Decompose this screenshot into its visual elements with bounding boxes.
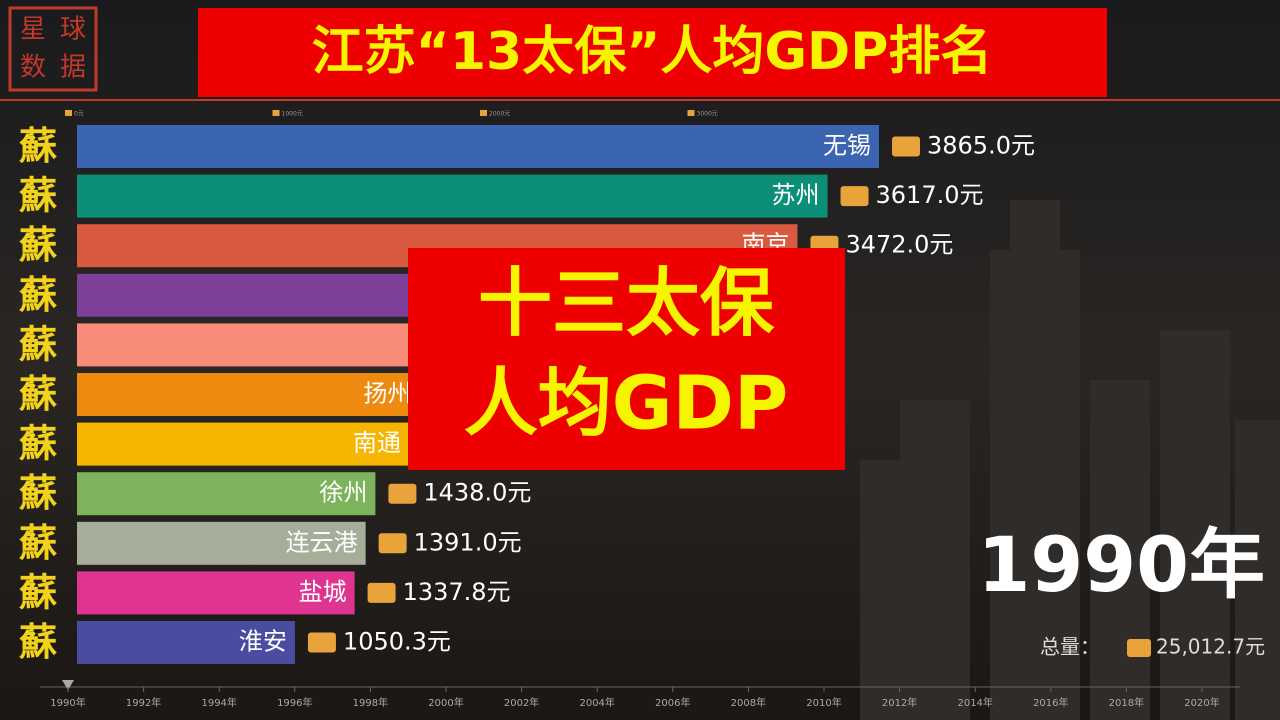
row-icon: 蘇 <box>19 322 57 366</box>
logo-frame <box>8 6 98 92</box>
x-tick <box>480 110 487 116</box>
overlay-text: 十三太保 <box>478 261 775 347</box>
x-tick <box>272 110 280 116</box>
row-icon: 蘇 <box>19 223 57 267</box>
coin-icon <box>367 582 396 603</box>
bar <box>77 571 355 615</box>
value-label: 3865.0元 <box>927 132 1035 160</box>
bar <box>77 125 879 168</box>
bar-label: 盐城 <box>299 578 347 606</box>
bar <box>77 521 366 565</box>
overlay-text: 人均GDP <box>464 361 788 447</box>
bar-label: 徐州 <box>319 479 367 507</box>
value-label: 1337.8元 <box>403 578 511 606</box>
bar <box>77 621 295 664</box>
value-label: 1438.0元 <box>423 479 531 507</box>
timeline-label: 1994年 <box>201 696 236 709</box>
timeline-label: 2008年 <box>731 696 766 709</box>
timeline-label: 2004年 <box>579 696 614 709</box>
value-label: 3617.0元 <box>876 181 984 209</box>
timeline-label: 1998年 <box>353 696 388 709</box>
bar-label: 连云港 <box>286 528 358 556</box>
timeline-label: 2012年 <box>882 696 917 709</box>
timeline-label: 2020年 <box>1184 696 1219 709</box>
logo-char: 星 <box>20 15 46 45</box>
logo-char: 球 <box>60 15 86 45</box>
logo-char: 数 <box>20 53 46 83</box>
total-label: 总量： <box>1040 635 1100 659</box>
skyline <box>860 200 1280 720</box>
timeline-label: 1992年 <box>126 696 161 709</box>
coin-icon <box>307 632 336 653</box>
title-box <box>198 8 1107 97</box>
coin-icon <box>840 186 869 207</box>
coin-icon <box>378 533 407 554</box>
timeline-label: 2000年 <box>428 696 463 709</box>
row-icon: 蘇 <box>19 570 57 614</box>
row-icon: 蘇 <box>19 273 57 317</box>
bar-label: 无锡 <box>823 132 871 160</box>
timeline-label: 2002年 <box>504 696 539 709</box>
coin-icon <box>891 136 920 157</box>
timeline-label: 2010年 <box>806 696 841 709</box>
timeline-label: 2016年 <box>1033 696 1068 709</box>
bar-label: 苏州 <box>772 181 820 209</box>
row-icon: 蘇 <box>19 471 57 515</box>
x-tick-label: 0元 <box>74 111 84 118</box>
overlay-box <box>408 248 845 470</box>
value-label: 3472.0元 <box>845 231 953 259</box>
row-icon: 蘇 <box>19 422 57 466</box>
bar <box>77 174 828 218</box>
total-value: 25,012.7元 <box>1156 635 1265 659</box>
row-icon: 蘇 <box>19 174 57 218</box>
value-label: 1050.3元 <box>343 628 451 656</box>
timeline-label: 2018年 <box>1109 696 1144 709</box>
bar-label: 南通 <box>353 429 401 457</box>
bar <box>77 373 420 416</box>
timeline-label: 2006年 <box>655 696 690 709</box>
timeline-label: 2014年 <box>957 696 992 709</box>
bar <box>77 422 409 466</box>
x-tick <box>687 110 695 116</box>
x-tick-label: 2000元 <box>489 111 510 118</box>
x-tick <box>65 110 72 116</box>
timeline-label: 1990年 <box>50 696 85 709</box>
coin-icon <box>388 483 417 504</box>
row-icon: 蘇 <box>19 521 57 565</box>
bar-label: 扬州 <box>363 380 411 408</box>
year-label: 1990年 <box>977 520 1265 609</box>
value-label: 1391.0元 <box>414 528 522 556</box>
row-icon: 蘇 <box>19 372 57 416</box>
logo: 星 球 数 据 <box>8 6 98 92</box>
chart-title: 江苏“13太保”人均GDP排名 <box>312 22 993 82</box>
timeline-pointer <box>62 680 74 690</box>
bar-label: 淮安 <box>239 628 287 656</box>
x-tick-label: 1000元 <box>282 111 303 118</box>
x-tick-label: 3000元 <box>697 111 718 118</box>
timeline-label: 1996年 <box>277 696 312 709</box>
coin-icon <box>1127 639 1151 657</box>
row-icon: 蘇 <box>19 620 57 664</box>
row-icon: 蘇 <box>19 124 57 168</box>
bar <box>77 472 376 516</box>
logo-char: 据 <box>60 53 86 83</box>
